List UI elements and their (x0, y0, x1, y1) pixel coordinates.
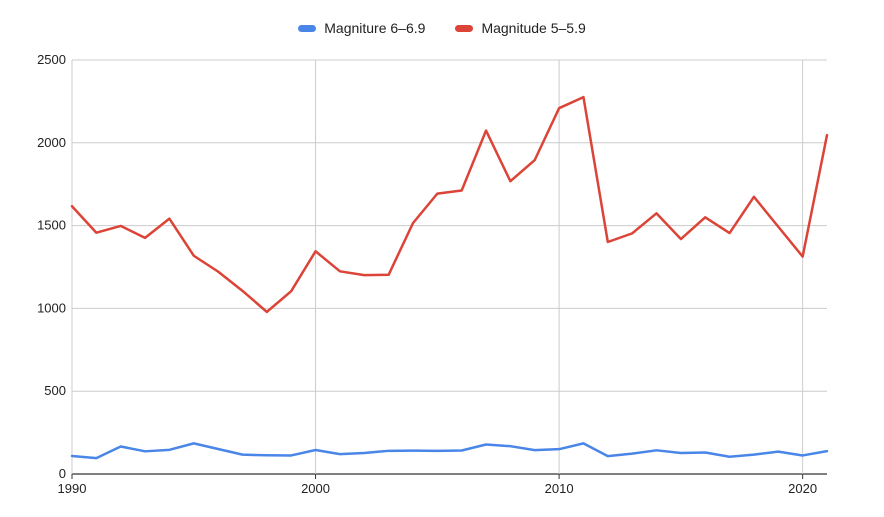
legend-swatch-series-1 (298, 24, 317, 32)
gridlines (71, 59, 827, 475)
legend-item-series-2[interactable]: Magnitude 5–5.9 (455, 20, 586, 36)
series-line-2[interactable] (70, 95, 829, 314)
x-tick-label: 1990 (58, 481, 87, 496)
legend-swatch-series-2 (455, 24, 474, 32)
y-tick-label: 2500 (37, 52, 66, 67)
legend-label-series-1: Magniture 6–6.9 (324, 20, 426, 36)
x-tick-label: 2010 (545, 481, 574, 496)
legend-item-series-1[interactable]: Magniture 6–6.9 (298, 20, 425, 36)
y-tick-label: 500 (44, 383, 66, 398)
series-line-1[interactable] (70, 442, 829, 460)
y-tick-label: 0 (59, 466, 66, 481)
chart-legend: Magniture 6–6.9 Magnitude 5–5.9 (0, 18, 884, 38)
x-axis-ticks: 1990 2000 2010 2020 (58, 474, 817, 496)
y-axis-ticks: 0 500 1000 1500 2000 2500 (37, 52, 66, 481)
x-tick-label: 2020 (788, 481, 817, 496)
y-tick-label: 1500 (37, 218, 66, 233)
x-tick-label: 2000 (301, 481, 330, 496)
series-lines (70, 95, 829, 460)
y-tick-label: 2000 (37, 135, 66, 150)
legend-label-series-2: Magnitude 5–5.9 (481, 20, 586, 36)
y-tick-label: 1000 (37, 300, 66, 315)
